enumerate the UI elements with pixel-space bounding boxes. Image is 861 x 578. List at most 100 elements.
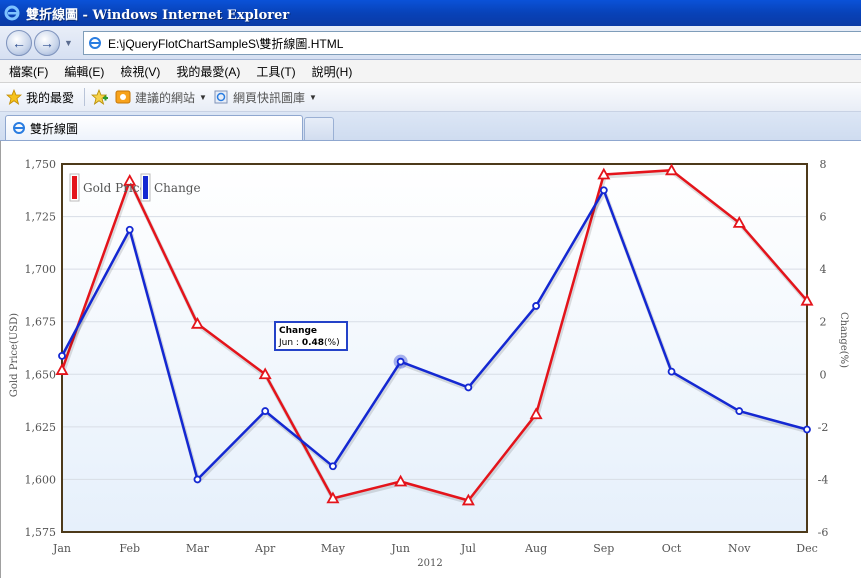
data-point-circle: [803, 425, 811, 434]
data-point-triangle: [258, 367, 272, 380]
data-point-triangle: [55, 363, 69, 375]
menu-edit[interactable]: 編輯(E): [64, 64, 105, 79]
series-line-change: [60, 189, 808, 481]
data-point-circle: [193, 475, 202, 484]
x-tick-label: Feb: [119, 542, 140, 555]
x-tick-label: May: [321, 542, 346, 555]
legend-label: Gold Price: [83, 181, 147, 195]
page-icon: [89, 37, 101, 49]
legend-label: Change: [154, 181, 201, 195]
legend-swatch: [72, 176, 77, 199]
y2-axis-title: Change(%): [838, 312, 849, 368]
tooltip-value: 0.48: [301, 338, 325, 348]
x-tick-label: Nov: [728, 542, 751, 555]
history-dropdown-icon[interactable]: ▼: [64, 37, 73, 48]
menu-favorites[interactable]: 我的最愛(A): [176, 64, 241, 79]
data-point-circle: [58, 351, 66, 360]
legend-swatch: [143, 176, 148, 199]
data-point-triangle: [597, 167, 611, 180]
tooltip-month: Jun: [279, 338, 294, 348]
x-tick-label: Aug: [524, 542, 547, 555]
menu-bar: 檔案(F) 編輯(E) 檢視(V) 我的最愛(A) 工具(T) 說明(H): [0, 60, 861, 83]
y-tick-label: 1,600: [25, 473, 57, 486]
y-tick-label: 1,700: [25, 263, 57, 276]
data-point-circle: [532, 302, 540, 310]
y2-tick-label: 4: [820, 263, 827, 276]
data-point-triangle: [394, 474, 408, 487]
data-point-triangle: [800, 293, 814, 306]
favorites-label: 我的最愛: [26, 90, 75, 105]
web-slice-icon: [214, 90, 228, 104]
x-tick-label: Mar: [186, 542, 210, 555]
tooltip-unit: (%): [324, 338, 340, 348]
x-tick-label: Dec: [796, 542, 818, 555]
chevron-down-icon: ▼: [308, 92, 317, 102]
data-point-circle: [599, 186, 608, 195]
chart-tooltip: Change Jun : 0.48(%): [274, 321, 348, 351]
back-button[interactable]: ←: [6, 29, 32, 56]
tab-bar: 雙折線圖: [0, 112, 861, 141]
forward-button[interactable]: →: [34, 29, 60, 56]
data-point-triangle: [326, 491, 340, 504]
data-point-triangle: [529, 407, 543, 420]
plot-frame: [61, 163, 808, 533]
y-tick-label: 1,650: [25, 368, 57, 381]
web-slice-label: 網頁快訊圖庫: [232, 90, 305, 105]
menu-view[interactable]: 檢視(V): [120, 64, 161, 79]
series-line-gold-price: [60, 169, 808, 502]
y-tick-label: 1,675: [25, 316, 57, 329]
data-point-circle: [396, 357, 405, 366]
x-tick-label: Jun: [390, 542, 410, 555]
y2-tick-label: 2: [820, 316, 827, 329]
y-tick-label: 1,625: [25, 421, 57, 434]
data-point-circle: [464, 383, 473, 392]
y2-tick-label: -6: [818, 526, 829, 539]
x-tick-label: Sep: [593, 542, 614, 555]
star-icon: [6, 89, 22, 105]
url-input[interactable]: E:\jQueryFlotChartSampleS\雙折線圖.HTML: [83, 31, 861, 55]
data-point-triangle: [732, 216, 746, 228]
tooltip-title: Change: [279, 326, 318, 336]
title-bar: 雙折線圖 - Windows Internet Explorer: [0, 0, 861, 26]
favorites-button[interactable]: 我的最愛: [6, 89, 74, 106]
ie-logo-icon: [4, 5, 20, 21]
suggested-sites-label: 建議的網站: [135, 90, 196, 105]
y-tick-label: 1,725: [25, 211, 57, 224]
y-tick-label: 1,575: [25, 526, 57, 539]
x-tick-label: Jul: [460, 542, 476, 555]
y2-tick-label: -2: [818, 421, 829, 434]
add-favorite-button[interactable]: [91, 89, 109, 105]
data-point-circle: [125, 225, 134, 234]
y2-tick-label: 8: [820, 158, 827, 171]
data-point-circle: [329, 462, 337, 471]
y2-tick-label: 0: [820, 368, 827, 381]
menu-help[interactable]: 說明(H): [311, 64, 353, 79]
tooltip-body: Jun : 0.48(%): [279, 338, 340, 348]
data-point-triangle: [461, 493, 475, 506]
chart: 1,575 1,600 1,625 1,650 1,675 1,700 1,725 1,750…: [9, 158, 849, 569]
y-tick-label: 1,750: [25, 158, 57, 171]
y-axis-title: Gold Price(USD): [9, 313, 20, 397]
y2-tick-label: 6: [820, 211, 827, 224]
x-tick-label: Jan: [52, 542, 71, 555]
menu-tools[interactable]: 工具(T): [256, 64, 296, 79]
web-slice-gallery-button[interactable]: 網頁快訊圖庫 ▼: [213, 89, 317, 106]
menu-file[interactable]: 檔案(F): [9, 64, 49, 79]
chevron-down-icon: ▼: [199, 92, 207, 102]
suggested-sites-icon: [115, 90, 131, 104]
tab-active[interactable]: 雙折線圖: [5, 115, 303, 140]
page-icon: [13, 122, 25, 134]
data-point-triangle: [190, 316, 204, 329]
data-point-triangle: [665, 163, 679, 176]
toolbar-divider: [84, 88, 86, 106]
y2-tick-label: -4: [818, 473, 829, 486]
data-point-triangle: [123, 173, 137, 186]
data-point-circle: [667, 367, 676, 376]
new-tab-button[interactable]: [304, 117, 334, 140]
x-tick-label: Oct: [662, 542, 682, 555]
suggested-sites-button[interactable]: 建議的網站 ▼: [115, 89, 207, 106]
forward-arrow-icon: →: [40, 34, 54, 51]
data-point-circle: [735, 407, 744, 415]
tab-label: 雙折線圖: [30, 121, 79, 136]
favorites-bar: 我的最愛 建議的網站 ▼ 網頁快訊圖庫 ▼: [0, 83, 861, 112]
